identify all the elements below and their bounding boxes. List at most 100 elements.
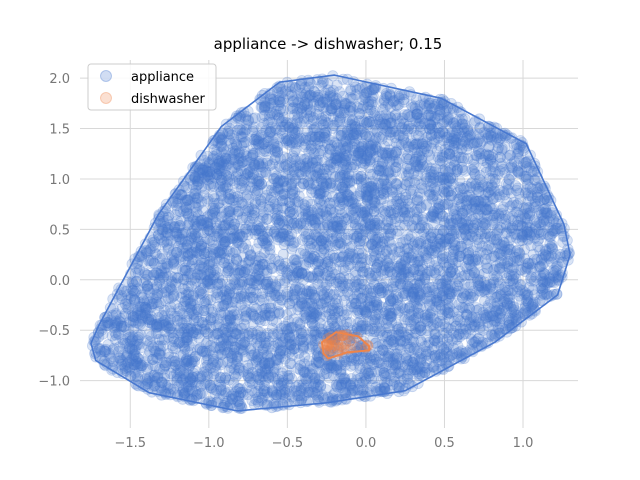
data-point-appliance: [180, 289, 192, 301]
data-point-appliance: [149, 247, 161, 259]
data-point-appliance: [181, 208, 193, 220]
data-point-appliance: [251, 134, 263, 146]
data-point-appliance: [298, 112, 310, 124]
data-point-appliance: [334, 112, 347, 124]
data-point-appliance: [324, 249, 336, 261]
data-point-appliance: [319, 231, 331, 243]
data-point-appliance: [257, 209, 269, 221]
data-point-appliance: [233, 159, 245, 171]
data-point-appliance: [288, 254, 300, 266]
data-point-appliance: [534, 195, 546, 207]
data-point-appliance: [470, 178, 482, 190]
data-point-appliance: [286, 344, 298, 356]
data-point-appliance: [451, 165, 463, 177]
data-point-appliance: [454, 315, 466, 327]
data-point-appliance: [535, 253, 548, 265]
data-point-appliance: [378, 307, 390, 320]
data-point-appliance: [99, 319, 111, 331]
data-point-appliance: [262, 369, 274, 381]
data-point-appliance: [294, 317, 306, 329]
data-point-appliance: [293, 265, 305, 278]
data-point-appliance: [327, 92, 339, 104]
data-point-appliance: [352, 173, 364, 185]
data-point-appliance: [269, 142, 281, 154]
data-point-appliance: [486, 214, 499, 226]
data-point-appliance: [501, 297, 513, 309]
data-point-appliance: [263, 114, 275, 126]
data-point-appliance: [233, 383, 245, 395]
data-point-appliance: [353, 102, 365, 114]
data-point-appliance: [273, 379, 285, 391]
data-point-appliance: [429, 181, 441, 194]
data-point-appliance: [291, 260, 303, 272]
data-point-appliance: [174, 305, 186, 317]
data-point-appliance: [484, 189, 496, 201]
data-point-appliance: [171, 247, 183, 259]
data-point-appliance: [275, 380, 287, 392]
data-point-appliance: [368, 277, 380, 289]
data-point-appliance: [301, 98, 313, 110]
data-point-appliance: [547, 213, 560, 225]
data-point-appliance: [447, 282, 460, 294]
data-point-appliance: [282, 285, 294, 298]
data-point-appliance: [191, 311, 203, 323]
data-point-appliance: [259, 337, 271, 349]
data-point-appliance: [198, 189, 210, 201]
data-point-appliance: [256, 101, 268, 113]
data-point-appliance: [177, 386, 189, 398]
data-point-appliance: [381, 200, 393, 212]
data-point-appliance: [307, 253, 319, 265]
data-point-appliance: [229, 136, 241, 148]
data-point-appliance: [385, 311, 397, 324]
data-point-appliance: [475, 280, 487, 292]
data-point-appliance: [274, 96, 286, 108]
data-point-appliance: [504, 200, 516, 213]
data-point-appliance: [503, 174, 515, 186]
data-point-appliance: [258, 357, 271, 370]
data-point-appliance: [287, 237, 300, 249]
data-point-appliance: [439, 163, 451, 175]
data-point-appliance: [277, 228, 290, 240]
data-point-appliance: [387, 295, 400, 307]
data-point-appliance: [399, 254, 411, 266]
data-point-appliance: [241, 381, 253, 393]
data-point-appliance: [118, 286, 131, 298]
data-point-appliance: [197, 205, 209, 217]
data-point-appliance: [522, 155, 534, 167]
data-point-appliance: [223, 288, 235, 300]
data-point-appliance: [334, 280, 346, 292]
data-point-appliance: [299, 268, 311, 280]
data-point-appliance: [213, 334, 225, 346]
data-point-appliance: [411, 366, 424, 378]
data-point-appliance: [234, 362, 246, 374]
data-point-appliance: [476, 336, 489, 348]
data-point-appliance: [196, 261, 208, 273]
data-point-appliance: [422, 339, 434, 351]
data-point-appliance: [231, 236, 243, 248]
data-point-appliance: [324, 197, 336, 209]
data-point-appliance: [370, 150, 383, 163]
data-point-appliance: [337, 183, 349, 195]
data-point-appliance: [222, 128, 234, 140]
data-point-appliance: [180, 242, 192, 254]
data-point-appliance: [439, 172, 451, 184]
data-point-appliance: [239, 311, 251, 323]
data-point-appliance: [414, 320, 427, 332]
data-point-appliance: [287, 96, 299, 108]
data-point-appliance: [178, 322, 190, 335]
data-point-appliance: [221, 267, 233, 279]
data-point-appliance: [313, 164, 326, 176]
data-point-appliance: [352, 148, 365, 160]
data-point-appliance: [389, 364, 401, 376]
data-point-appliance: [442, 111, 454, 123]
data-point-appliance: [165, 234, 177, 246]
data-point-appliance: [413, 287, 425, 299]
data-point-appliance: [305, 286, 318, 298]
data-point-appliance: [270, 289, 282, 302]
data-point-appliance: [192, 236, 204, 248]
data-point-appliance: [481, 283, 493, 296]
data-point-appliance: [217, 326, 229, 338]
grid: [80, 60, 578, 428]
data-point-appliance: [160, 356, 172, 369]
data-point-appliance: [540, 250, 552, 262]
